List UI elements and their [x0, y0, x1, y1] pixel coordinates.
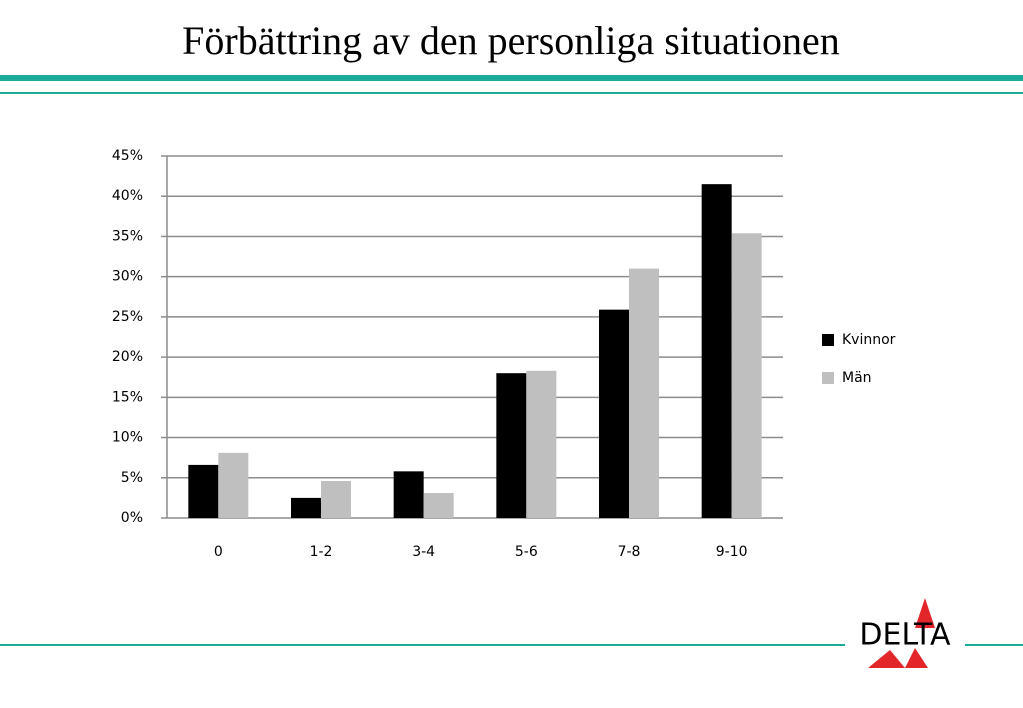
chart-title: Förbättring av den personliga situatione…	[182, 18, 840, 63]
y-tick-label: 15%	[112, 389, 143, 405]
x-tick-label: 7-8	[618, 544, 641, 560]
x-tick-label: 3-4	[412, 544, 435, 560]
x-tick-label: 1-2	[310, 544, 333, 560]
x-tick-label: 9-10	[716, 544, 748, 560]
bar	[218, 452, 249, 518]
y-tick-label: 25%	[112, 309, 143, 325]
y-tick-label: 30%	[112, 269, 143, 285]
bar	[423, 493, 454, 518]
y-tick-label: 35%	[112, 228, 143, 244]
legend-label: Män	[842, 370, 872, 386]
header-rule-thin	[0, 92, 1023, 94]
logo-shape	[905, 648, 928, 668]
y-tick-label: 10%	[112, 430, 143, 446]
legend-swatch	[822, 372, 834, 384]
bar	[321, 480, 351, 518]
footer-rule	[965, 644, 1023, 646]
bar	[291, 497, 321, 518]
bar	[393, 471, 424, 518]
y-tick-label: 45%	[112, 148, 143, 164]
y-tick-label: 0%	[121, 510, 143, 526]
bar	[629, 268, 659, 518]
footer-rule	[0, 644, 845, 646]
header-rule	[0, 75, 1023, 81]
x-tick-label: 0	[214, 544, 223, 560]
bar	[188, 464, 219, 518]
logo-shape	[868, 650, 905, 668]
y-tick-label: 40%	[112, 188, 143, 204]
logo: DELTA	[859, 618, 951, 653]
bar	[701, 184, 732, 518]
bar	[526, 370, 557, 518]
x-tick-label: 5-6	[515, 544, 538, 560]
legend-label: Kvinnor	[842, 332, 896, 348]
legend-swatch	[822, 334, 834, 346]
y-tick-label: 5%	[121, 470, 143, 486]
bar	[731, 233, 762, 518]
bar	[599, 309, 629, 518]
bar	[496, 373, 527, 518]
y-tick-label: 20%	[112, 349, 143, 365]
logo-shape	[915, 598, 935, 628]
